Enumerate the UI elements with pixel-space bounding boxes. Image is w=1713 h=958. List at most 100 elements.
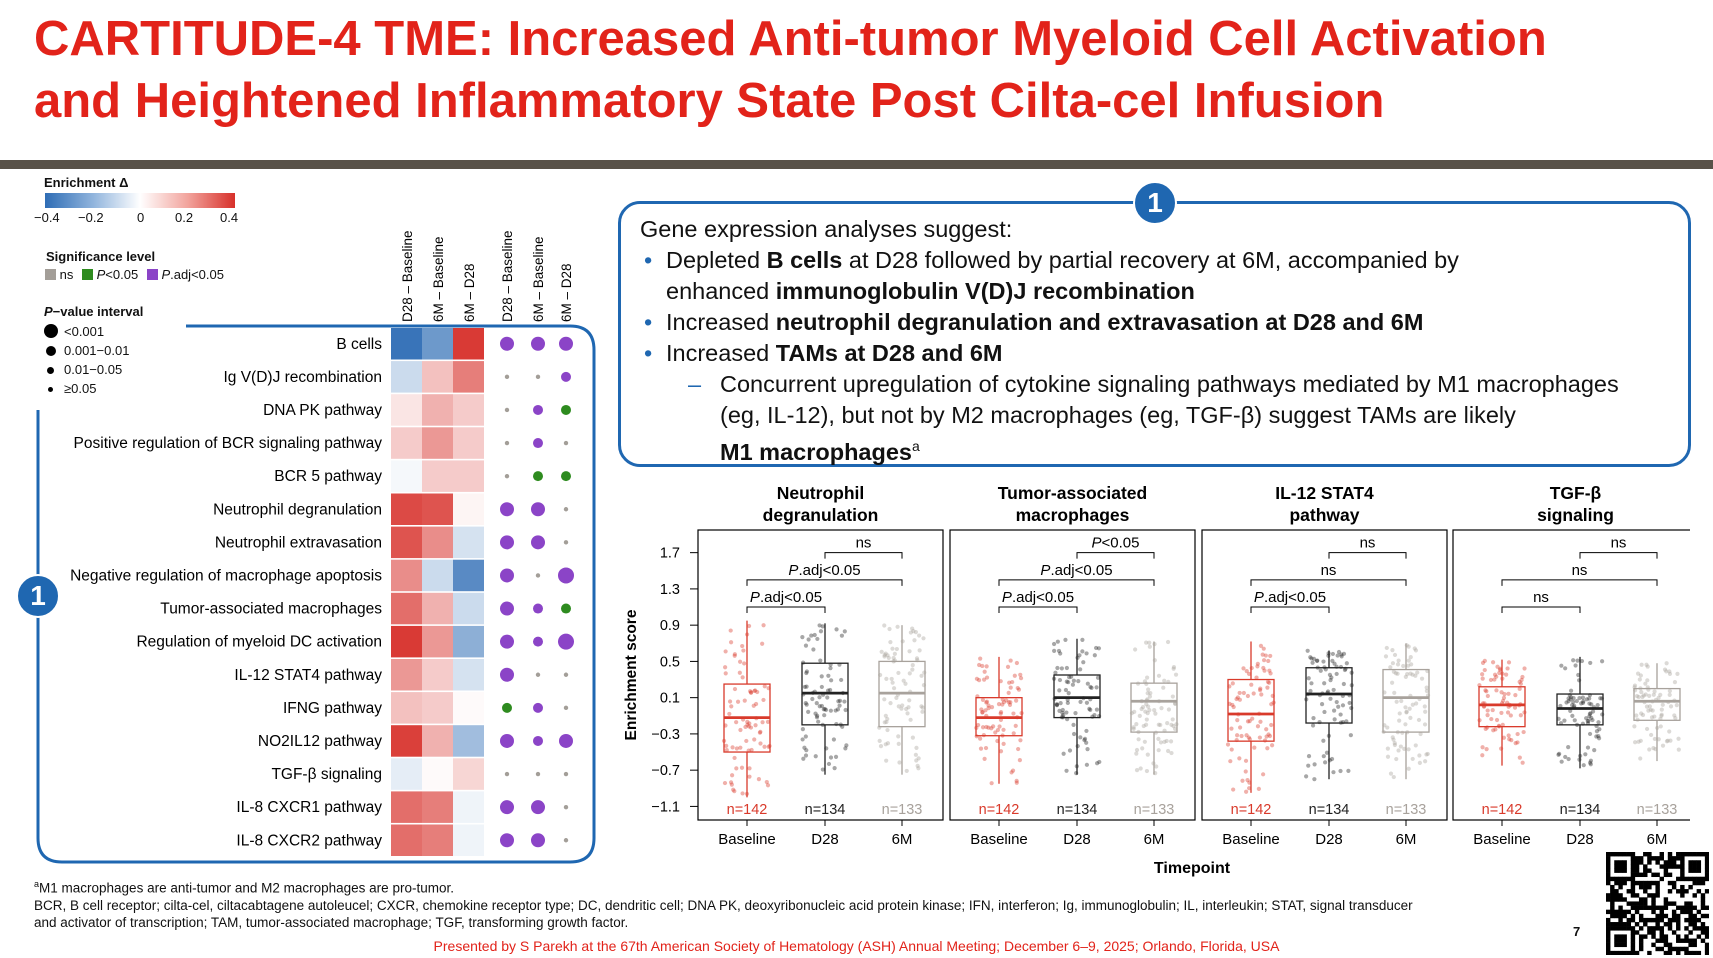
significance-dot — [535, 374, 541, 380]
heatmap-cell — [422, 361, 453, 393]
heatmap-cell — [453, 659, 484, 691]
data-point — [828, 666, 833, 671]
qr-module — [1692, 950, 1697, 955]
data-point — [904, 706, 909, 712]
significance-padj-italic: P — [161, 267, 171, 282]
x-tick-label: 6M — [1647, 831, 1668, 848]
qr-module — [1630, 938, 1636, 943]
data-point — [1054, 702, 1060, 708]
data-point — [1145, 752, 1150, 757]
data-point — [1397, 711, 1402, 716]
qr-code[interactable] — [1606, 852, 1709, 955]
panel-title: TGF-β — [1550, 483, 1602, 503]
data-point — [1413, 648, 1419, 653]
data-point — [1580, 695, 1586, 700]
qr-module — [1626, 922, 1632, 927]
data-point — [1094, 707, 1100, 712]
qr-module — [1663, 860, 1669, 865]
data-point — [982, 669, 987, 674]
data-point — [877, 738, 882, 743]
data-point — [890, 646, 895, 651]
data-point — [1515, 740, 1520, 745]
qr-module — [1704, 942, 1709, 948]
qr-module — [1676, 913, 1681, 919]
qr-module — [1700, 852, 1706, 857]
data-point — [800, 727, 805, 732]
y-tick-label: 0.9 — [660, 618, 680, 634]
heatmap-cell — [422, 824, 453, 856]
gene-box-badge: 1 — [1133, 181, 1177, 225]
qr-module — [1655, 893, 1660, 898]
data-point — [1658, 692, 1663, 697]
qr-module — [1671, 864, 1677, 869]
bullet-neutrophil: Increased neutrophil degranulation and e… — [640, 307, 1685, 338]
data-point — [1416, 717, 1422, 723]
sub-bullet-cytokine-cont: (eg, IL-12), but not by M2 macrophages (… — [720, 402, 1516, 428]
data-point — [1240, 778, 1245, 783]
data-point — [978, 656, 983, 661]
qr-module — [1696, 880, 1702, 886]
data-point — [883, 742, 888, 747]
data-point — [1267, 668, 1272, 673]
qr-module — [1655, 880, 1660, 886]
qr-module — [1684, 905, 1689, 910]
data-point — [1636, 694, 1641, 700]
qr-module — [1667, 926, 1673, 931]
data-point — [1084, 740, 1089, 745]
data-point — [1338, 712, 1343, 717]
qr-module — [1606, 930, 1611, 935]
significance-dot — [535, 672, 541, 677]
data-point — [1643, 692, 1648, 697]
data-point — [1327, 672, 1333, 677]
data-point — [809, 633, 814, 638]
data-point — [1235, 695, 1240, 700]
data-point — [810, 696, 815, 702]
data-point — [1082, 737, 1087, 743]
data-point — [1665, 738, 1670, 743]
data-point — [1015, 685, 1020, 691]
panel-title: Neutrophil — [777, 483, 865, 503]
data-point — [843, 746, 848, 751]
significance-dot — [535, 573, 541, 578]
qr-module — [1663, 938, 1669, 943]
data-point — [1078, 735, 1083, 740]
data-point — [1016, 687, 1022, 692]
significance-dot — [563, 540, 569, 545]
data-point — [1007, 702, 1013, 708]
qr-module — [1618, 905, 1623, 910]
data-point — [803, 701, 808, 706]
data-point — [1255, 724, 1261, 729]
data-point — [1006, 690, 1011, 695]
heatmap-cell — [453, 692, 484, 724]
data-point — [1332, 661, 1337, 666]
qr-module — [1614, 913, 1619, 919]
qr-module — [1610, 950, 1615, 955]
significance-dot — [504, 407, 510, 413]
panel-frame — [697, 529, 944, 821]
data-point — [897, 760, 902, 765]
pvalue-dot-small — [47, 367, 54, 374]
data-point — [1492, 672, 1498, 677]
data-point — [913, 630, 918, 635]
data-point — [922, 670, 927, 675]
data-point — [1076, 679, 1081, 684]
qr-module — [1647, 905, 1652, 910]
qr-module — [1614, 897, 1619, 902]
data-point — [1676, 747, 1681, 752]
data-point — [747, 774, 752, 779]
data-point — [1071, 731, 1077, 737]
heatmap-row-label: IFNG pathway — [283, 700, 382, 717]
data-point — [1006, 700, 1011, 705]
padj-swatch — [146, 269, 158, 280]
data-point — [1011, 731, 1016, 736]
qr-module — [1667, 856, 1673, 861]
data-point — [1144, 702, 1149, 707]
qr-module — [1684, 950, 1689, 955]
data-point — [839, 633, 845, 638]
data-point — [915, 763, 920, 768]
data-point — [728, 640, 734, 645]
panel-title: pathway — [1289, 505, 1359, 525]
data-point — [1502, 692, 1507, 697]
data-point — [1571, 699, 1576, 705]
heatmap-cell — [453, 791, 484, 823]
